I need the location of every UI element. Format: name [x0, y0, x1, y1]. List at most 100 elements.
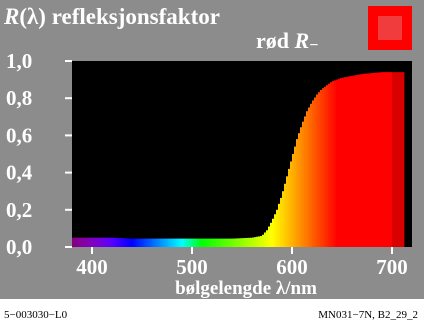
area-bar	[188, 238, 191, 247]
area-bar	[84, 237, 87, 247]
area-bar	[384, 72, 387, 247]
reflectance-area	[72, 72, 405, 248]
area-bar	[226, 238, 229, 247]
subtitle-symbol: R	[294, 28, 310, 53]
area-bar	[206, 238, 209, 247]
area-bar	[214, 238, 217, 247]
area-bar	[142, 238, 145, 247]
area-bar	[258, 236, 261, 247]
y-tick-label: 1,0	[6, 49, 32, 73]
area-bar	[298, 133, 301, 247]
area-bar	[108, 237, 111, 247]
area-bar	[192, 238, 195, 247]
area-bar	[250, 237, 253, 247]
area-bar	[76, 237, 79, 247]
area-bar	[184, 238, 187, 247]
area-bar	[316, 94, 319, 247]
area-bar	[312, 100, 315, 248]
area-bar	[112, 237, 115, 247]
area-bar	[176, 238, 179, 247]
area-bar	[356, 74, 359, 247]
area-bar	[374, 72, 377, 247]
area-bar	[370, 73, 373, 248]
area-bar	[134, 238, 137, 247]
area-bar	[352, 75, 355, 247]
area-bar	[96, 237, 99, 247]
area-bar	[326, 85, 329, 248]
area-bar	[270, 222, 273, 247]
area-bar	[364, 73, 367, 248]
area-bar	[378, 72, 381, 247]
area-bar	[106, 237, 109, 247]
area-bar	[182, 238, 185, 247]
area-bar	[302, 121, 305, 247]
area-bar	[90, 237, 93, 247]
area-bar	[360, 74, 363, 248]
area-bar	[116, 237, 119, 247]
area-bar	[340, 78, 343, 247]
area-bar	[264, 232, 267, 247]
title-lambda: (λ)	[19, 4, 46, 29]
area-bar	[300, 127, 303, 247]
area-bar	[86, 237, 89, 247]
area-bar	[274, 214, 277, 247]
area-bar	[166, 238, 169, 247]
area-bar	[248, 237, 251, 247]
area-bar	[156, 238, 159, 247]
area-bar	[80, 237, 83, 247]
area-bar	[402, 72, 405, 247]
area-bar	[334, 80, 337, 247]
y-tick-label: 0,6	[6, 123, 32, 147]
area-bar	[122, 238, 125, 247]
area-bar	[242, 238, 245, 247]
area-bar	[276, 209, 279, 247]
area-bar	[172, 238, 175, 247]
area-bar	[354, 75, 357, 247]
area-bar	[372, 73, 375, 247]
area-bar	[216, 238, 219, 247]
area-bar	[240, 238, 243, 247]
y-tick-label: 0,4	[6, 161, 33, 185]
area-bar	[344, 77, 347, 248]
area-bar	[388, 72, 391, 247]
area-bar	[330, 82, 333, 247]
area-bar	[318, 92, 321, 247]
area-bar	[100, 237, 103, 247]
area-bar	[120, 238, 123, 247]
area-bar	[308, 107, 311, 247]
area-bar	[358, 74, 361, 247]
area-bar	[294, 146, 297, 247]
area-bar	[346, 76, 349, 247]
area-bar	[164, 238, 167, 247]
area-bar	[390, 72, 393, 247]
y-tick-label: 0,8	[6, 86, 32, 110]
area-bar	[266, 230, 269, 247]
area-bar	[362, 73, 365, 248]
title-prefix: R	[3, 4, 19, 29]
area-bar	[380, 72, 383, 247]
area-bar	[268, 226, 271, 247]
x-axis: 400 500 600 700	[76, 247, 408, 279]
area-bar	[304, 116, 307, 248]
subtitle-sub: −	[309, 37, 318, 54]
area-bar	[396, 72, 399, 247]
area-bar	[252, 237, 255, 247]
area-bar	[102, 237, 105, 247]
area-bar	[74, 237, 77, 247]
area-bar	[78, 237, 81, 247]
area-bar	[288, 168, 291, 247]
area-bar	[320, 90, 323, 248]
chart-subtitle: rød R−	[256, 28, 318, 54]
area-bar	[158, 238, 161, 247]
area-bar	[400, 72, 403, 247]
area-bar	[398, 72, 401, 247]
area-bar	[262, 234, 265, 247]
footer-right: MN031−7N, B2_29_2	[318, 309, 418, 321]
area-bar	[94, 237, 97, 247]
area-bar	[296, 139, 299, 247]
area-bar	[228, 238, 231, 247]
area-bar	[232, 238, 235, 247]
area-bar	[256, 236, 259, 247]
chart: R(λ) refleksjonsfaktor rød R− 0,00,20,40…	[3, 4, 412, 299]
area-bar	[218, 238, 221, 247]
